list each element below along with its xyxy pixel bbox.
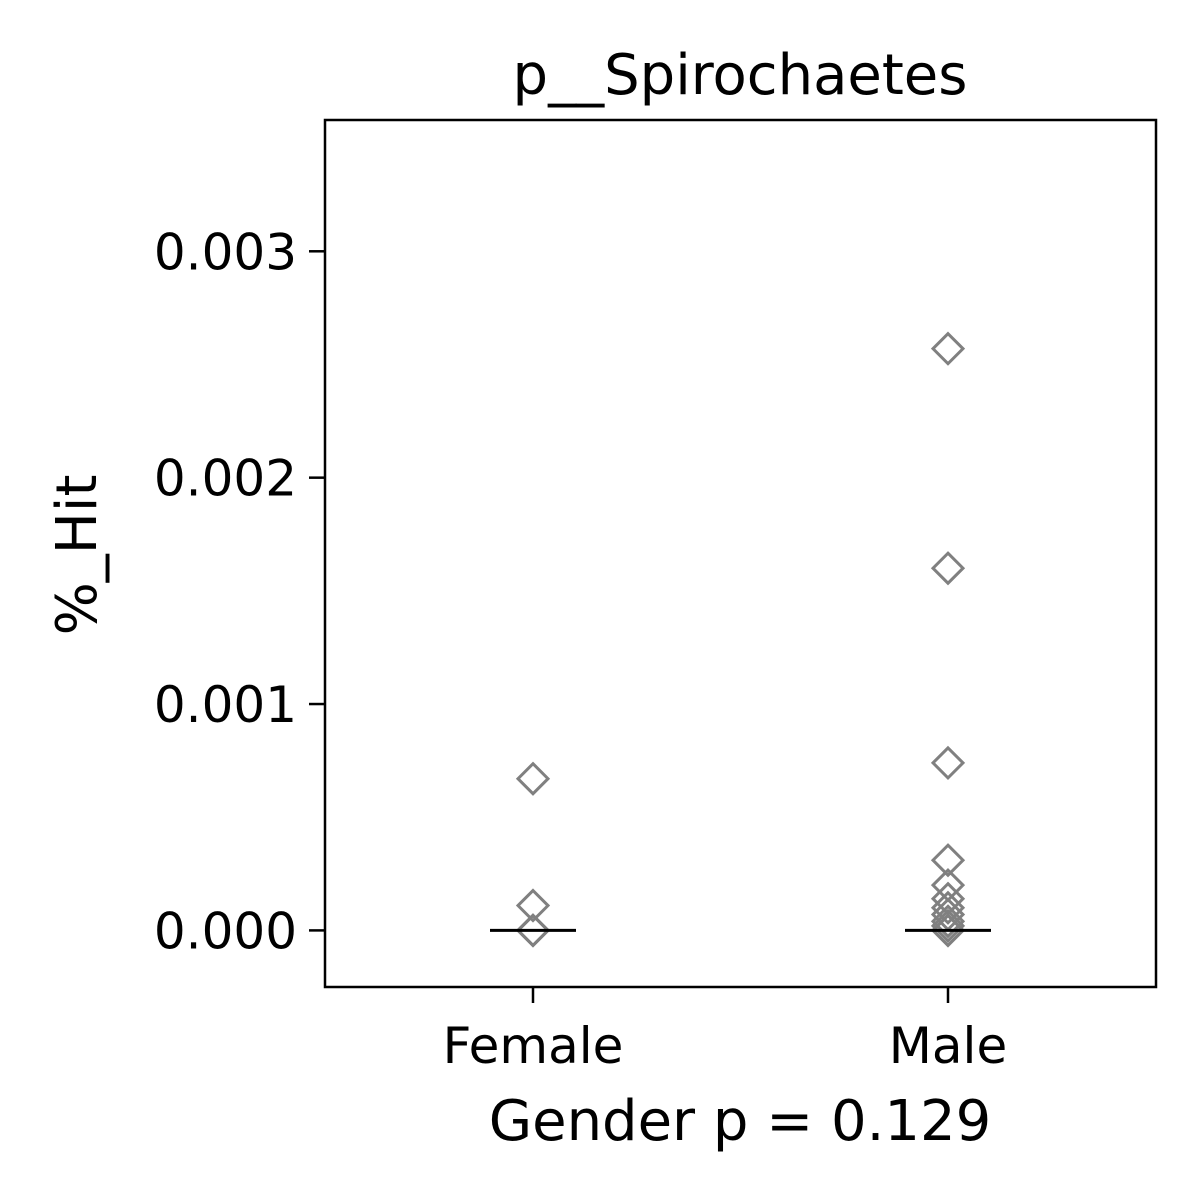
data-point	[930, 908, 966, 944]
data-point	[515, 913, 551, 948]
data-point	[515, 761, 551, 796]
data-point	[930, 890, 966, 925]
y-tick-label: 0.001	[154, 676, 297, 734]
data-point	[930, 745, 966, 781]
x-tick-label: Male	[889, 1017, 1007, 1075]
chart-title: p__Spirochaetes	[513, 43, 968, 108]
y-axis-label: %_Hit	[45, 475, 110, 636]
data-point	[515, 888, 551, 923]
data-point	[930, 331, 966, 366]
x-axis-label: Gender p = 0.129	[489, 1089, 992, 1154]
data-point	[930, 913, 966, 948]
data-point	[930, 904, 966, 939]
plot-area-frame	[323, 118, 1158, 989]
x-axis: Female Male	[443, 987, 1007, 1075]
y-tick-label: 0.003	[154, 223, 297, 281]
data-point	[930, 551, 966, 586]
y-tick-label: 0.000	[154, 902, 297, 960]
data-marks	[490, 331, 991, 948]
data-point	[930, 843, 966, 878]
y-tick-label: 0.002	[154, 450, 297, 508]
x-tick-label: Female	[443, 1017, 624, 1075]
y-axis: 0.000 0.001 0.002 0.003	[154, 223, 325, 960]
